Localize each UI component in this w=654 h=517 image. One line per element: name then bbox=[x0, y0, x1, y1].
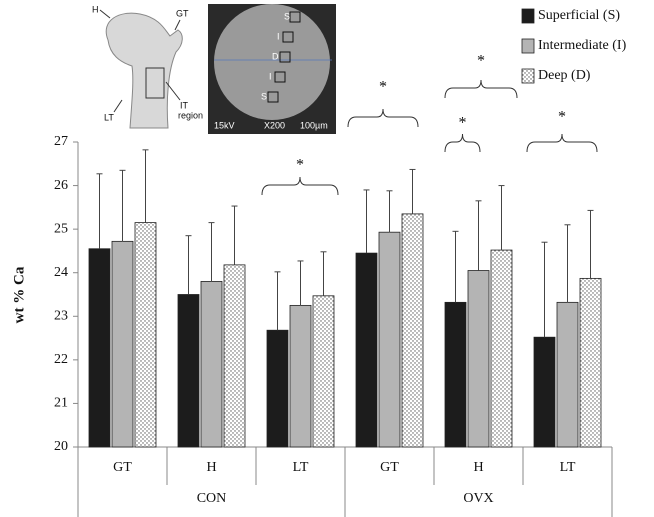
bar bbox=[490, 249, 513, 448]
inset-label: I bbox=[269, 71, 272, 81]
y-axis-label: wt % Ca bbox=[11, 266, 27, 323]
group-label: CON bbox=[197, 491, 227, 506]
x-tick-label: LT bbox=[560, 460, 576, 475]
x-tick-label: LT bbox=[293, 460, 309, 475]
inset-label: 100µm bbox=[300, 120, 328, 130]
significance-brace bbox=[444, 79, 518, 99]
bar bbox=[355, 252, 378, 448]
legend-swatch bbox=[521, 68, 535, 84]
significance-mark: * bbox=[558, 109, 566, 126]
legend-swatch bbox=[521, 8, 535, 24]
bar bbox=[266, 329, 289, 448]
significance-brace bbox=[526, 133, 598, 153]
y-tick-label: 20 bbox=[54, 439, 68, 454]
inset-label: X200 bbox=[264, 120, 285, 130]
legend-label: Superficial (S) bbox=[538, 8, 620, 23]
bar bbox=[579, 277, 602, 448]
bar bbox=[378, 231, 401, 448]
bar bbox=[556, 301, 579, 448]
bar bbox=[312, 295, 335, 448]
sem-inset: S I D I S 15kV X200 100µm bbox=[208, 4, 336, 134]
bar bbox=[444, 301, 467, 448]
x-tick-label: H bbox=[206, 460, 216, 475]
bar bbox=[111, 240, 134, 448]
y-tick-label: 27 bbox=[54, 134, 68, 149]
inset-label: IT bbox=[180, 100, 189, 110]
legend-label: Intermediate (I) bbox=[538, 38, 627, 53]
inset-label: GT bbox=[176, 8, 189, 18]
inset-label: D bbox=[272, 51, 279, 61]
femur-inset: H GT LT IT region bbox=[92, 4, 203, 129]
inset-label: S bbox=[261, 91, 267, 101]
inset-label: S bbox=[284, 11, 290, 21]
bar bbox=[88, 248, 111, 448]
inset-label: region bbox=[178, 110, 203, 120]
y-tick-label: 26 bbox=[54, 178, 68, 193]
x-tick-label: H bbox=[473, 460, 483, 475]
bar bbox=[177, 294, 200, 448]
bar bbox=[289, 304, 312, 448]
significance-mark: * bbox=[296, 157, 304, 174]
bar bbox=[401, 213, 424, 448]
group-label: OVX bbox=[463, 491, 493, 506]
significance-brace bbox=[261, 176, 339, 196]
bar bbox=[200, 281, 223, 448]
bar bbox=[134, 222, 157, 448]
legend-label: Deep (D) bbox=[538, 68, 591, 83]
significance-mark: * bbox=[459, 115, 467, 132]
y-tick-label: 24 bbox=[54, 265, 68, 280]
bar bbox=[533, 336, 556, 448]
inset-label: H bbox=[92, 4, 99, 14]
inset-label: LT bbox=[104, 112, 114, 122]
significance-brace bbox=[347, 108, 419, 128]
inset-label: I bbox=[277, 31, 280, 41]
y-tick-label: 25 bbox=[54, 221, 68, 236]
y-tick-label: 22 bbox=[54, 352, 68, 367]
inset-label: 15kV bbox=[214, 120, 235, 130]
y-tick-label: 21 bbox=[54, 396, 68, 411]
bar bbox=[467, 270, 490, 448]
bar bbox=[223, 264, 246, 448]
legend-swatch bbox=[521, 38, 535, 54]
significance-mark: * bbox=[379, 79, 387, 96]
significance-mark: * bbox=[477, 53, 485, 70]
x-tick-label: GT bbox=[380, 460, 399, 475]
significance-brace bbox=[444, 133, 481, 153]
y-tick-label: 23 bbox=[54, 309, 68, 324]
x-tick-label: GT bbox=[113, 460, 132, 475]
